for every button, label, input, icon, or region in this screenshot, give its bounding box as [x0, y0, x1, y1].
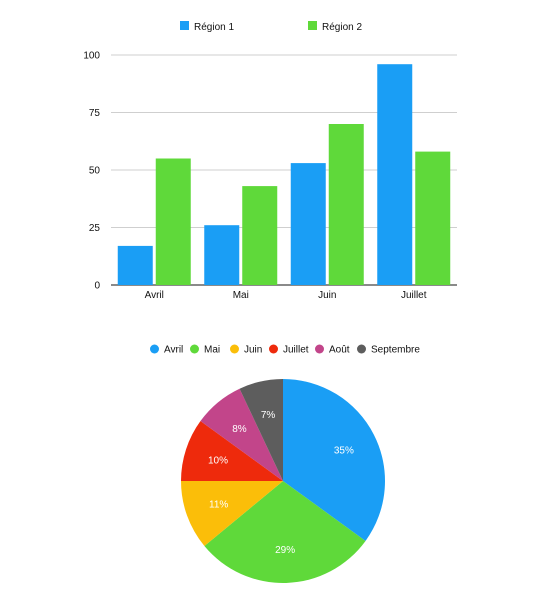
bar-chart: Région 1 Région 2 0 25 50 75 100 Avril Mai Juin… [83, 21, 457, 301]
x-tick-label: Mai [233, 290, 249, 301]
bar-x-tick-labels: Avril Mai Juin Juillet [145, 290, 427, 301]
pie-slice-labels: 35% 29% 11% 10% 8% 7% [208, 410, 354, 556]
pie-label-juillet: 10% [208, 455, 228, 466]
legend-dot-mai [190, 344, 199, 354]
x-tick-label: Avril [145, 290, 164, 301]
bar-2-juin [328, 124, 364, 285]
pie-slice-mai [204, 481, 366, 583]
legend-label-2: Région 2 [322, 22, 362, 33]
bar-1-avril [117, 245, 153, 285]
legend-label-septembre: Septembre [371, 345, 420, 356]
bar-1-juillet [377, 64, 413, 285]
pie-slice-août [200, 388, 283, 481]
legend-dot-juillet [269, 344, 278, 354]
legend-label-avril: Avril [164, 345, 183, 356]
pie-slice-juin [181, 481, 283, 547]
bar-1-mai [204, 225, 240, 285]
bar-2-mai [242, 186, 278, 285]
pie-label-avril: 35% [334, 445, 354, 456]
legend-swatch-2 [308, 21, 317, 30]
bar-y-tick-labels: 0 25 50 75 100 [83, 51, 100, 292]
legend-label-juillet: Juillet [283, 345, 309, 356]
pie-slice-juillet [181, 421, 283, 481]
pie-slices [181, 379, 385, 583]
pie-slice-septembre [239, 379, 283, 481]
legend-dot-juin [230, 344, 239, 354]
legend-dot-avril [150, 344, 159, 354]
bar-1-juin [290, 163, 326, 285]
y-tick-label: 50 [89, 166, 101, 177]
x-tick-label: Juin [318, 290, 336, 301]
legend-dot-septembre [357, 344, 366, 354]
pie-chart: Avril Mai Juin Juillet Août Septembre 35% 29% 1… [150, 344, 420, 583]
bar-2-avril [155, 158, 191, 285]
pie-slice-avril [283, 379, 385, 541]
x-tick-label: Juillet [401, 290, 427, 301]
pie-label-septembre: 7% [261, 410, 276, 421]
y-tick-label: 100 [83, 51, 100, 62]
bar-2-juillet [415, 151, 451, 285]
y-tick-label: 25 [89, 223, 101, 234]
legend-swatch-1 [180, 21, 189, 30]
y-tick-label: 75 [89, 108, 101, 119]
pie-label-août: 8% [232, 424, 247, 435]
bar-legend: Région 1 Région 2 [180, 21, 362, 33]
legend-label-août: Août [329, 345, 350, 356]
bar-bars [117, 64, 451, 285]
pie-label-mai: 29% [275, 545, 295, 556]
y-tick-label: 0 [94, 281, 100, 292]
legend-dot-août [315, 344, 324, 354]
pie-legend: Avril Mai Juin Juillet Août Septembre [150, 344, 420, 356]
legend-label-mai: Mai [204, 345, 220, 356]
legend-label-juin: Juin [244, 345, 262, 356]
legend-label-1: Région 1 [194, 22, 234, 33]
pie-label-juin: 11% [209, 500, 228, 511]
